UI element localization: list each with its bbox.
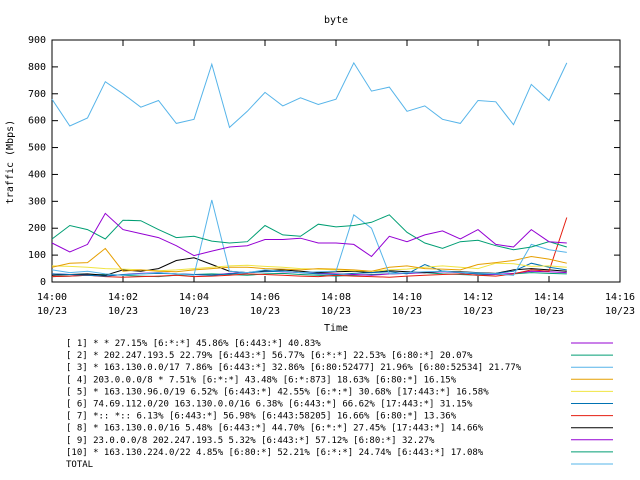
x-tick-date-label: 10/23: [108, 306, 138, 317]
y-tick-label: 400: [28, 169, 46, 180]
x-tick-time-label: 14:12: [463, 292, 493, 303]
x-tick-time-label: 14:06: [250, 292, 280, 303]
x-tick-time-label: 14:08: [321, 292, 351, 303]
y-tick-label: 500: [28, 143, 46, 154]
legend-label: [ 7] *:: *:: 6.13% [6:443:*] 56.98% [6:4…: [66, 412, 457, 422]
x-tick-date-label: 10/23: [534, 306, 564, 317]
x-axis-label: Time: [324, 323, 348, 334]
y-tick-label: 600: [28, 116, 46, 127]
x-tick-date-label: 10/23: [463, 306, 493, 317]
x-tick-date-label: 10/23: [179, 306, 209, 317]
x-tick-date-label: 10/23: [37, 306, 67, 317]
legend-label: [ 2] * 202.247.193.5 22.79% [6:443:*] 56…: [66, 351, 473, 361]
x-axis-ticks: 14:00 10/23 14:02 10/23 14:04 10/23 14:06 10/23…: [37, 40, 635, 317]
legend-label: [ 8] * 163.130.0.0/16 5.48% [6:443:*] 44…: [66, 424, 484, 434]
x-tick-time-label: 14:14: [534, 292, 564, 303]
series-lines: [51, 61, 568, 278]
y-axis-ticks: 0 100 200 300 400 500 600 700 800 900: [28, 35, 620, 288]
legend-label: [ 5] * 163.130.96.0/19 6.52% [6:443:*] 4…: [66, 387, 489, 397]
x-tick-date-label: 10/23: [321, 306, 351, 317]
y-tick-label: 900: [28, 35, 46, 46]
legend-label: [ 4] 203.0.0.0/8 * 7.51% [6:*:*] 43.48% …: [66, 375, 457, 385]
legend-label: [ 9] 23.0.0.0/8 202.247.193.5 5.32% [6:4…: [66, 436, 435, 446]
y-axis-label: traffic (Mbps): [5, 120, 16, 204]
y-tick-label: 700: [28, 89, 46, 100]
x-tick-time-label: 14:00: [37, 292, 67, 303]
legend-label: [ 1] * * 27.15% [6:*:*] 45.86% [6:443:*]…: [66, 339, 321, 349]
y-tick-label: 200: [28, 223, 46, 234]
series-line-2: [51, 214, 567, 251]
x-tick-date-label: 10/23: [250, 306, 280, 317]
legend: [ 1] * * 27.15% [6:*:*] 45.86% [6:443:*]…: [66, 339, 613, 470]
y-tick-label: 0: [40, 277, 46, 288]
x-tick-time-label: 14:10: [392, 292, 422, 303]
y-tick-label: 800: [28, 62, 46, 73]
series-line-3: [51, 199, 567, 276]
legend-label: [10] * 163.130.224.0/22 4.85% [6:80:*] 5…: [66, 448, 484, 458]
series-line-11: [51, 61, 568, 129]
legend-label: TOTAL: [66, 460, 93, 470]
legend-label: [ 3] * 163.130.0.0/17 7.86% [6:443:*] 32…: [66, 363, 522, 373]
x-tick-time-label: 14:04: [179, 292, 209, 303]
chart-title: byte: [324, 15, 348, 26]
x-tick-time-label: 14:16: [605, 292, 635, 303]
series-line-4: [51, 247, 567, 273]
y-tick-label: 100: [28, 250, 46, 261]
x-tick-date-label: 10/23: [605, 306, 635, 317]
x-tick-date-label: 10/23: [392, 306, 422, 317]
y-tick-label: 300: [28, 196, 46, 207]
legend-label: [ 6] 74.69.112.0/20 163.130.0.0/16 6.38%…: [66, 400, 473, 410]
series-line-7: [51, 217, 568, 278]
x-tick-time-label: 14:02: [108, 292, 138, 303]
series-line-1: [51, 212, 567, 258]
